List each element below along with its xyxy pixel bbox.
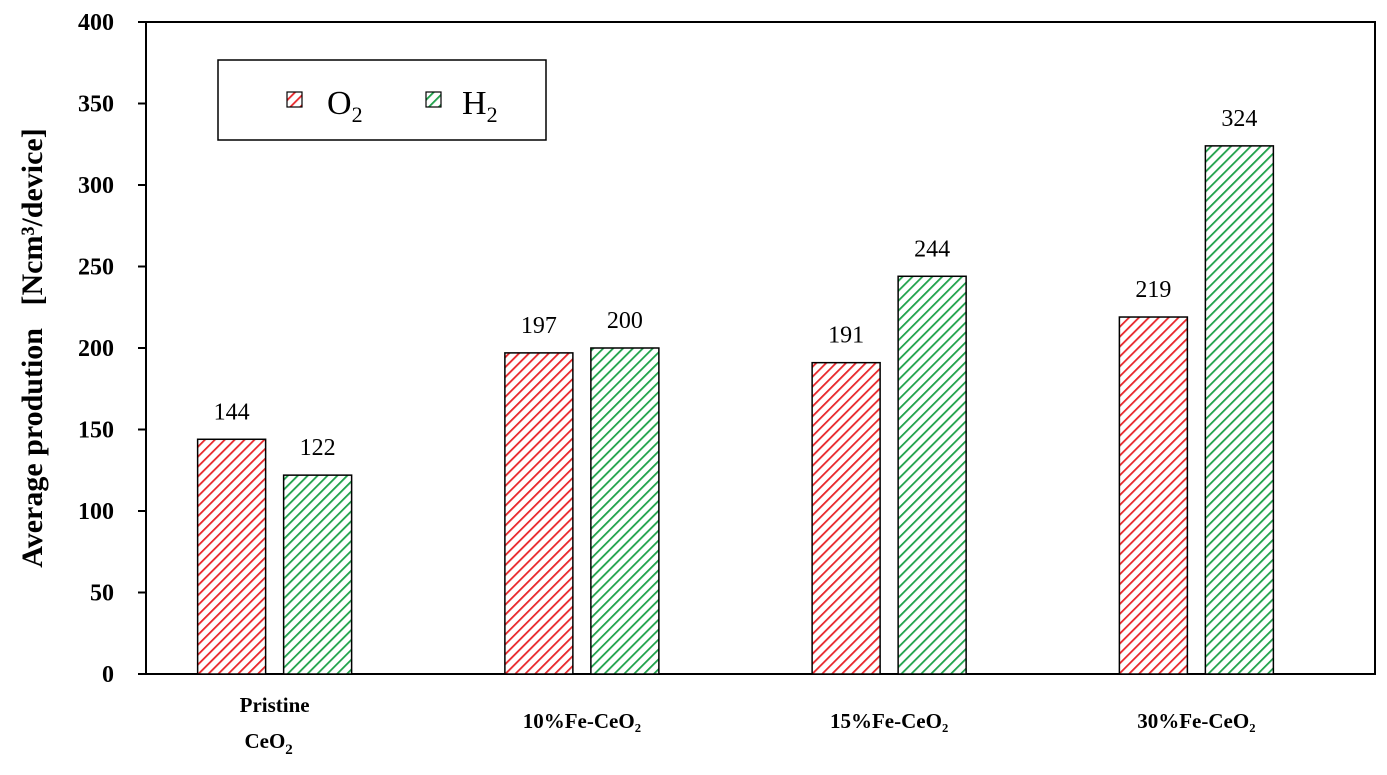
y-axis: 0 50 100 150 200 250 300 350 400 — [78, 10, 146, 688]
data-label: 244 — [914, 236, 950, 262]
data-label: 197 — [521, 313, 557, 339]
data-label: 324 — [1221, 106, 1257, 132]
bars: 144 122 197 200 191 244 219 324 — [196, 106, 1275, 675]
y-tick-label: 350 — [78, 92, 114, 118]
x-tick-label: 15%Fe-CeO₂ — [830, 709, 948, 733]
y-tick-label: 300 — [78, 173, 114, 199]
data-label: 144 — [214, 399, 250, 425]
bar-o2 — [504, 352, 574, 675]
data-label: 122 — [300, 435, 336, 461]
bar-o2 — [1118, 316, 1189, 675]
y-tick-label: 200 — [78, 336, 114, 362]
bar-o2 — [196, 438, 267, 675]
y-axis-title: Average prodution [Ncm³/device] — [16, 128, 49, 567]
bar-o2 — [811, 361, 881, 675]
legend: O2 H2 — [217, 59, 547, 141]
bar-h2 — [1204, 145, 1275, 675]
x-tick-label: Pristine — [240, 693, 310, 717]
legend-swatch-h2 — [425, 91, 442, 108]
legend-label-o2: O2 — [327, 85, 363, 127]
legend-box — [217, 59, 547, 141]
y-tick-label: 0 — [102, 662, 114, 688]
x-axis: Pristine CeO2 10%Fe-CeO₂ 15%Fe-CeO₂ 30%Fe-Ce… — [240, 693, 1256, 758]
y-tick-label: 100 — [78, 499, 114, 525]
data-label: 191 — [828, 323, 864, 349]
y-tick-label: 50 — [90, 581, 114, 607]
legend-swatch-o2 — [286, 91, 303, 108]
x-tick-label: 30%Fe-CeO₂ — [1137, 709, 1255, 733]
bar-h2 — [897, 275, 967, 675]
y-tick-label: 150 — [78, 418, 114, 444]
x-tick-label: CeO2 — [244, 729, 292, 758]
bar-h2 — [282, 474, 353, 675]
legend-label-h2: H2 — [462, 85, 498, 127]
y-tick-label: 250 — [78, 255, 114, 281]
bar-h2 — [590, 347, 660, 675]
y-tick-label: 400 — [78, 10, 114, 36]
data-label: 200 — [607, 308, 643, 334]
data-label: 219 — [1135, 277, 1171, 303]
x-tick-label: 10%Fe-CeO₂ — [523, 709, 641, 733]
